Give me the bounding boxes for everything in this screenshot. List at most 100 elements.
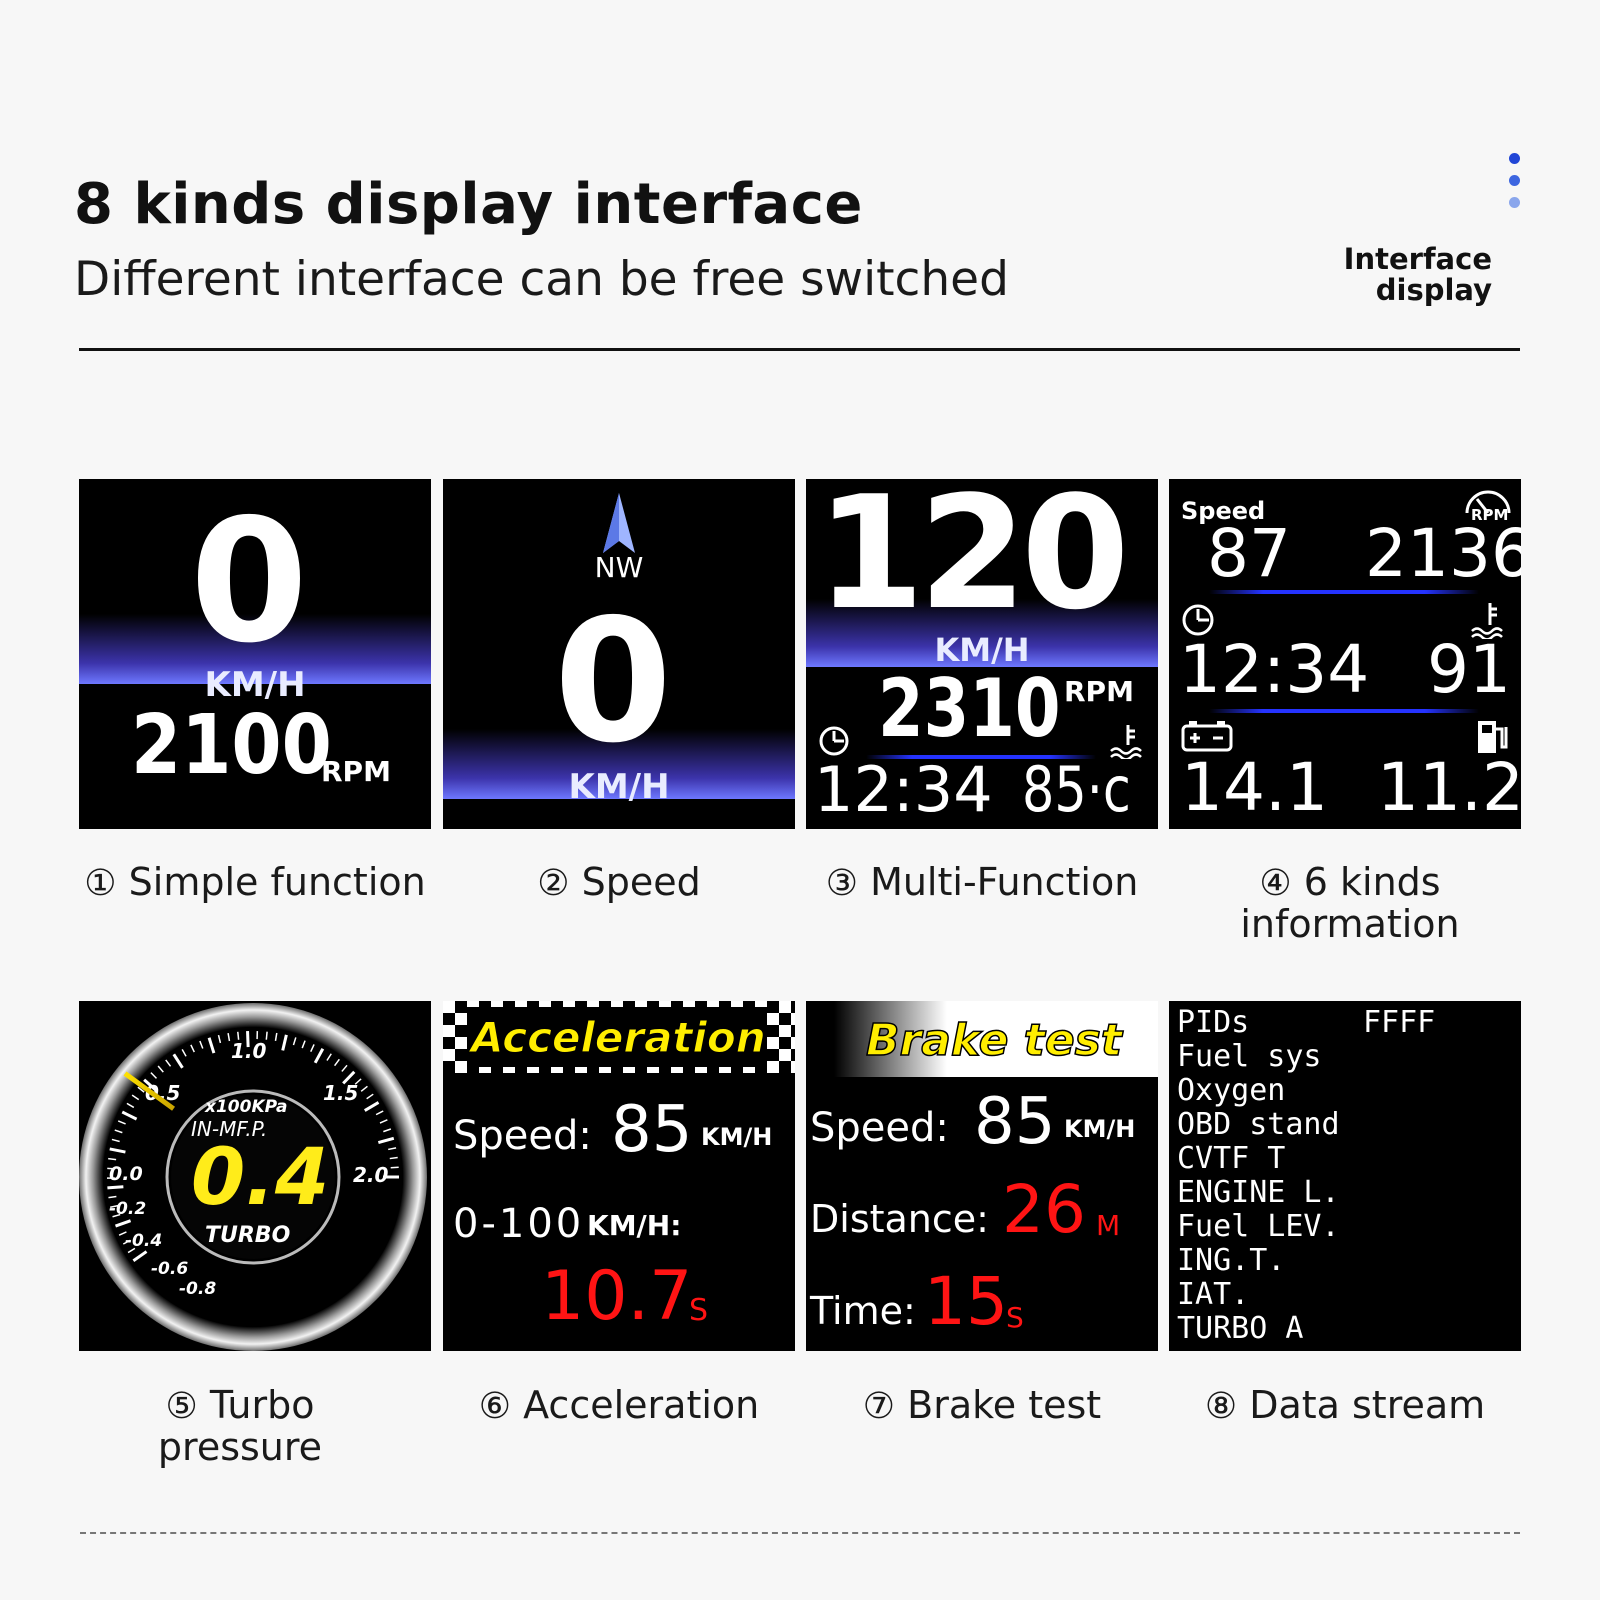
caption-6: ⑥ Acceleration	[443, 1385, 795, 1427]
turbo-gauge	[79, 1003, 427, 1351]
gauge-tick	[360, 1085, 368, 1092]
coolant-temp-icon	[1471, 603, 1503, 639]
caption-3: ③ Multi-Function	[806, 862, 1158, 904]
caption-4-line1: 6 kinds	[1303, 860, 1441, 904]
panel-multi-function: 120 KM/H 2310 RPM 12:34 85·c	[806, 479, 1158, 829]
time-value: 12:34	[1179, 631, 1370, 708]
gauge-tick	[366, 1093, 374, 1100]
side-label-line2: display	[1375, 273, 1492, 307]
speed-value: 120	[816, 479, 1130, 644]
footer-divider	[80, 1532, 1520, 1534]
speed-glow	[443, 729, 795, 799]
caption-4-line2: information	[1240, 902, 1460, 946]
panel-brake-test: Brake test Speed: 85 KM/H Distance: 26 M…	[806, 1001, 1158, 1351]
data-row: Fuel LEV.	[1177, 1209, 1340, 1244]
panel-turbo-pressure: 1.0 1.5 2.0 0.5 0.0 -0.2 -0.4 -0.6 -0.8 …	[79, 1001, 431, 1351]
caption-3-text: Multi-Function	[870, 860, 1139, 904]
gauge-tick	[375, 1110, 384, 1116]
caption-4-number: ④	[1259, 863, 1292, 904]
water-temp-value: 91	[1427, 631, 1511, 708]
distance-unit: M	[1096, 1209, 1121, 1242]
caption-1: ① Simple function	[79, 862, 431, 904]
pids-value: FFFF	[1363, 1005, 1436, 1040]
data-row: OBD stand	[1177, 1107, 1340, 1142]
brake-time-unit: S	[1006, 1301, 1024, 1334]
indicator-dot-2	[1509, 175, 1520, 186]
data-row: TURBO A	[1177, 1311, 1304, 1346]
tick-label-neg0.6: -0.6	[151, 1259, 189, 1279]
range-unit: KM/H:	[587, 1209, 682, 1242]
caption-3-number: ③	[825, 863, 858, 904]
speed-unit: KM/H	[568, 767, 670, 807]
caption-5-number: ⑤	[165, 1386, 198, 1427]
tick-label-0.0: 0.0	[109, 1163, 143, 1185]
speed-glow	[806, 599, 1158, 667]
caption-1-number: ①	[84, 863, 117, 904]
accel-time-unit: S	[689, 1293, 709, 1328]
coolant-temp-icon	[1110, 725, 1142, 759]
gauge-tick	[165, 1059, 172, 1067]
range-label: 0-100	[453, 1201, 585, 1247]
gauge-tick	[112, 1213, 121, 1218]
gauge-tick	[383, 1128, 392, 1133]
gauge-tick	[114, 1219, 132, 1228]
brake-banner	[806, 1001, 1158, 1077]
speed-unit: KM/H	[1064, 1115, 1136, 1143]
divider-bar-2	[1209, 709, 1479, 713]
tick-label-neg0.4: -0.4	[125, 1231, 163, 1251]
gauge-tick	[127, 1247, 136, 1254]
panel-simple-function: 0 KM/H 2100 RPM	[79, 479, 431, 829]
gauge-tick	[281, 1034, 288, 1051]
gauge-tick	[122, 1239, 131, 1245]
gauge-tick	[110, 1204, 119, 1208]
tick-label-neg0.2: -0.2	[109, 1199, 147, 1219]
gauge-tick	[354, 1078, 362, 1085]
gauge-tick	[118, 1231, 127, 1236]
gauge-tick	[181, 1048, 187, 1057]
speed-label: Speed:	[453, 1113, 592, 1159]
gauge-tick	[301, 1040, 306, 1049]
gauge-tick	[388, 1147, 397, 1151]
panel-acceleration: Acceleration Speed: 85 KM/H 0-100 KM/H: …	[443, 1001, 795, 1351]
page-subtitle: Different interface can be free switched	[74, 252, 1009, 307]
gauge-tick	[310, 1044, 315, 1052]
gauge-tick	[121, 1110, 138, 1121]
gauge-tick	[390, 1166, 399, 1169]
gauge-label: IN-MF.P.	[191, 1117, 268, 1141]
caption-8: ⑧ Data stream	[1169, 1385, 1521, 1427]
gauge-tick	[342, 1070, 356, 1085]
caption-2: ② Speed	[443, 862, 795, 904]
gauge-tick	[363, 1101, 380, 1112]
rpm-value: 2136	[1365, 515, 1521, 592]
data-row: CVTF T	[1177, 1141, 1286, 1176]
gauge-unit: x100KPa	[205, 1097, 288, 1117]
gauge-tick	[132, 1250, 148, 1262]
coolant-temp-value: 85·c	[1022, 753, 1131, 826]
gauge-tick	[207, 1037, 216, 1054]
caption-1-text: Simple function	[128, 860, 426, 904]
caption-7-number: ⑦	[862, 1386, 896, 1427]
gauge-tick	[292, 1037, 297, 1046]
clock-icon	[1182, 604, 1214, 636]
gauge-tick	[341, 1064, 348, 1072]
gauge-tick	[274, 1032, 278, 1041]
speed-value: 87	[1207, 515, 1291, 592]
fuel-value: 11.2	[1377, 749, 1521, 826]
panel-speed: NW 0 KM/H	[443, 479, 795, 829]
caption-2-text: Speed	[581, 860, 701, 904]
rpm-value: 2100	[131, 698, 332, 793]
gauge-tick	[227, 1033, 231, 1042]
caption-7: ⑦ Brake test	[806, 1385, 1158, 1427]
distance-value: 26	[1002, 1171, 1086, 1248]
gauge-tick	[114, 1129, 123, 1134]
time-label: Time:	[810, 1289, 916, 1333]
data-row: Oxygen	[1177, 1073, 1286, 1108]
side-label-line1: Interface	[1343, 242, 1492, 276]
gauge-tick	[157, 1065, 164, 1073]
gauge-tick	[117, 1120, 126, 1125]
interface-display-label: Interface display	[1292, 244, 1492, 306]
gauge-tick	[265, 1031, 268, 1040]
divider-bar	[866, 755, 1096, 759]
fuel-pump-icon	[1478, 721, 1508, 753]
rpm-icon-label: RPM	[1471, 506, 1509, 524]
